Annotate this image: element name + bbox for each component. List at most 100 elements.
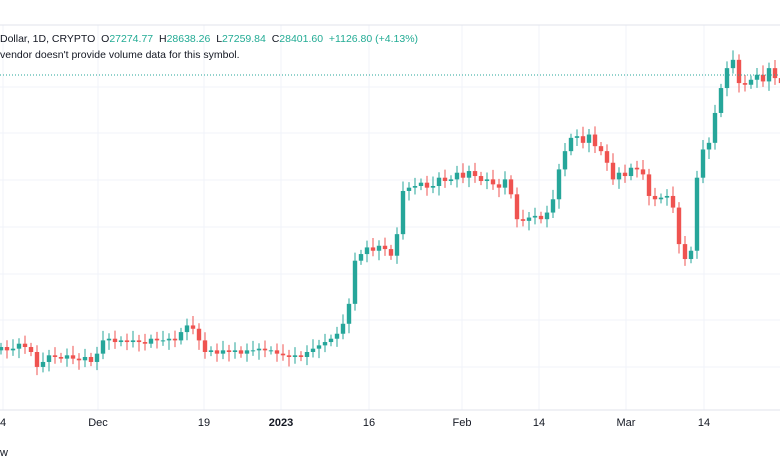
- open-value: 27274.77: [109, 33, 154, 45]
- candle-body: [76, 358, 82, 361]
- candle-body: [556, 169, 562, 200]
- candle-body: [10, 348, 16, 351]
- candle-body: [190, 325, 196, 329]
- candle-body: [532, 215, 538, 218]
- candle-body: [52, 355, 58, 357]
- candle-body: [436, 177, 442, 186]
- candle-body: [622, 172, 628, 177]
- candle-body: [184, 325, 190, 333]
- low-label: L: [216, 33, 223, 45]
- candle-body: [166, 338, 172, 341]
- candle-body: [538, 215, 544, 220]
- candle-body: [64, 355, 70, 359]
- candle-body: [328, 338, 334, 343]
- x-tick-label: 16: [362, 417, 376, 429]
- candle-body: [220, 350, 226, 354]
- candle-body: [496, 184, 502, 188]
- candle-body: [628, 167, 634, 177]
- candle-body: [586, 134, 592, 143]
- candle-body: [424, 182, 430, 188]
- candle-body: [634, 167, 640, 170]
- candle-body: [688, 250, 694, 260]
- candle-body: [160, 340, 166, 342]
- candle-body: [22, 343, 28, 348]
- candle-body: [448, 179, 454, 182]
- candle-body: [118, 340, 124, 343]
- candle-body: [574, 136, 580, 138]
- candle-body: [718, 88, 724, 113]
- candle-body: [544, 212, 550, 220]
- candle-body: [442, 177, 448, 182]
- candle-body: [370, 247, 376, 251]
- x-tick-label: 19: [197, 417, 211, 429]
- candle-body: [178, 332, 184, 341]
- candle-body: [214, 350, 220, 354]
- low-value: 27259.84: [222, 33, 266, 45]
- candle-body: [418, 182, 424, 186]
- candle-body: [94, 353, 100, 362]
- candle-body: [238, 350, 244, 354]
- candle-body: [298, 355, 304, 357]
- candle-body: [388, 249, 394, 256]
- candle-body: [676, 207, 682, 245]
- candle-body: [478, 176, 484, 182]
- candle-body: [562, 151, 568, 170]
- candle-body: [112, 338, 118, 343]
- candle-body: [490, 179, 496, 185]
- candle-body: [100, 340, 106, 354]
- candle-body: [580, 136, 586, 143]
- candle-body: [610, 162, 616, 180]
- x-tick-label: 2023: [268, 417, 294, 429]
- candle-body: [340, 323, 346, 334]
- x-tick-label: Dec: [88, 417, 108, 429]
- candle-body: [130, 340, 136, 343]
- candle-body: [598, 146, 604, 152]
- candle-body: [352, 260, 358, 304]
- candle-body: [0, 347, 4, 351]
- candle-body: [454, 172, 460, 180]
- x-tick-label: 4: [0, 417, 7, 429]
- candle-body: [280, 353, 286, 356]
- candle-body: [514, 194, 520, 220]
- candle-body: [124, 340, 130, 343]
- candle-body: [226, 350, 232, 352]
- candle-body: [202, 340, 208, 352]
- candle-body: [4, 347, 10, 351]
- candle-body: [334, 333, 340, 339]
- candle-body: [106, 338, 112, 341]
- footer-text: w: [0, 447, 8, 459]
- candle-body: [70, 355, 76, 359]
- x-tick-label: 14: [697, 417, 711, 429]
- candle-body: [694, 177, 700, 251]
- candle-body: [34, 352, 40, 367]
- candle-body: [682, 244, 688, 260]
- candle-body: [244, 350, 250, 354]
- candle-body: [394, 234, 400, 256]
- symbol-label: Dollar, 1D, CRYPTO: [0, 33, 96, 45]
- candle-body: [142, 342, 148, 344]
- candle-body: [550, 199, 556, 213]
- candle-body: [616, 172, 622, 180]
- volume-notice: vendor doesn't provide volume data for t…: [0, 49, 240, 61]
- candle-body: [520, 219, 526, 221]
- candle-body: [196, 328, 202, 341]
- change-value: +1126.80 (+4.13%): [328, 33, 419, 45]
- candle-body: [382, 245, 388, 250]
- candle-body: [724, 68, 730, 89]
- candle-body: [742, 83, 748, 85]
- candle-body: [28, 347, 34, 352]
- candle-body: [466, 171, 472, 178]
- candle-body: [268, 350, 274, 352]
- candle-body: [646, 174, 652, 196]
- candle-body: [604, 151, 610, 163]
- high-value: 28638.26: [166, 33, 211, 45]
- candle-body: [148, 338, 154, 344]
- candle-body: [472, 171, 478, 177]
- open-label: O: [101, 33, 110, 45]
- symbol-legend: Dollar, 1D, CRYPTO O27274.77 H28638.26 L…: [0, 33, 418, 45]
- candle-body: [88, 356, 94, 362]
- candle-body: [712, 112, 718, 143]
- candle-body: [640, 169, 646, 175]
